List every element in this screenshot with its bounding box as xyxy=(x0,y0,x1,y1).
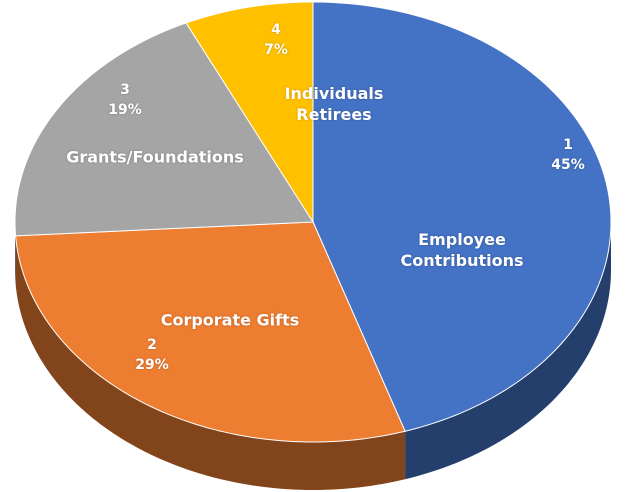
rank-label: 4 xyxy=(271,22,281,38)
value-label: 29% xyxy=(135,357,169,373)
pie-slice xyxy=(185,1,314,224)
category-label: Employee Contributions xyxy=(400,230,524,270)
value-label: 45% xyxy=(551,157,585,173)
pie-slice xyxy=(15,221,406,443)
rank-label: 2 xyxy=(147,337,157,353)
value-label: 7% xyxy=(264,42,288,58)
category-label: Grants/Foundations xyxy=(66,147,244,167)
category-label: Corporate Gifts xyxy=(160,310,300,330)
pie-slice xyxy=(14,22,314,237)
category-label: Individuals Retirees xyxy=(284,84,384,124)
rank-label: 3 xyxy=(120,82,130,98)
slice-side xyxy=(15,235,406,490)
rank-label: 1 xyxy=(563,137,573,153)
value-label: 19% xyxy=(108,102,142,118)
pie-slice xyxy=(312,1,612,432)
